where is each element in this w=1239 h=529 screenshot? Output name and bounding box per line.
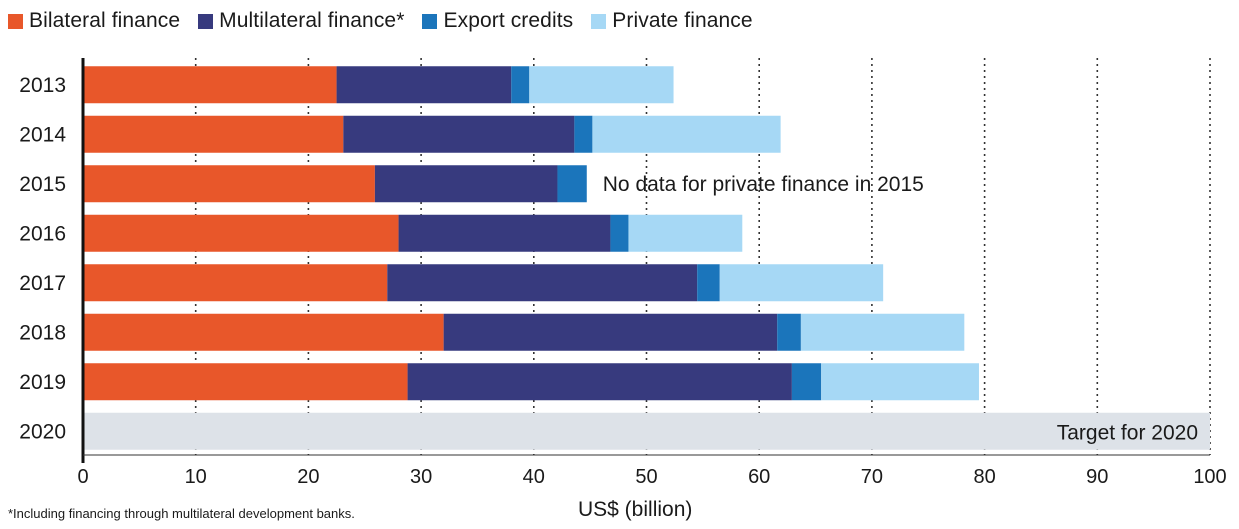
- target-bar-2020: [83, 412, 1210, 450]
- y-tick-label-2017: 2017: [19, 272, 66, 295]
- target-label: Target for 2020: [1057, 421, 1198, 444]
- x-tick-label-80: 80: [973, 466, 995, 488]
- y-tick-label-2019: 2019: [19, 371, 66, 394]
- legend-item-export-credits: Export credits: [422, 9, 573, 33]
- bar-2014-export-credits: [574, 115, 593, 153]
- axes: [81, 58, 1210, 463]
- legend: Bilateral finance Multilateral finance* Ex…: [8, 6, 771, 36]
- bar-2014-private-finance: [592, 115, 781, 153]
- y-tick-label-2016: 2016: [19, 222, 66, 245]
- bar-2014-multilateral-finance: [343, 115, 575, 153]
- bar-2015-bilateral-finance: [83, 165, 375, 203]
- bar-2018-multilateral-finance: [443, 313, 778, 351]
- bar-2016-bilateral-finance: [83, 214, 399, 252]
- bar-2017-export-credits: [697, 264, 720, 302]
- bar-2016-private-finance: [628, 214, 743, 252]
- footnote: *Including financing through multilatera…: [8, 506, 355, 521]
- y-tick-label-2020: 2020: [19, 420, 66, 443]
- legend-swatch: [591, 13, 607, 29]
- bar-2015-export-credits: [557, 165, 587, 203]
- x-tick-label-10: 10: [185, 466, 207, 488]
- legend-item-private-finance: Private finance: [591, 9, 753, 33]
- y-tick-label-2015: 2015: [19, 173, 66, 196]
- x-tick-label-20: 20: [297, 466, 319, 488]
- y-tick-label-2018: 2018: [19, 321, 66, 344]
- bar-2013-export-credits: [511, 66, 530, 104]
- x-axis-label: US$ (billion): [578, 498, 693, 521]
- bar-2019-bilateral-finance: [83, 363, 408, 401]
- legend-swatch: [198, 13, 214, 29]
- x-tick-label-100: 100: [1193, 466, 1226, 488]
- legend-swatch: [8, 13, 23, 29]
- bar-2018-private-finance: [800, 313, 965, 351]
- bar-2016-multilateral-finance: [398, 214, 611, 252]
- x-tick-label-30: 30: [410, 466, 432, 488]
- bar-2019-multilateral-finance: [407, 363, 792, 401]
- bar-2019-private-finance: [821, 363, 979, 401]
- legend-label: Bilateral finance: [29, 9, 181, 32]
- legend-item-multilateral-finance: Multilateral finance*: [198, 9, 404, 33]
- labels: 0 10 20 30 40 50 60 70 80 90 100 2013 2014 2015 2016 20…: [19, 74, 1226, 488]
- legend-label: Multilateral finance*: [219, 9, 405, 32]
- bar-2017-multilateral-finance: [387, 264, 698, 302]
- x-tick-label-40: 40: [523, 466, 545, 488]
- legend-label: Export credits: [443, 9, 574, 32]
- y-tick-label-2014: 2014: [19, 123, 66, 146]
- bar-2019-export-credits: [791, 363, 822, 401]
- bars: [83, 66, 979, 401]
- target-bar-group: [83, 412, 1210, 450]
- legend-item-bilateral-finance: Bilateral finance: [8, 9, 180, 33]
- bar-2013-multilateral-finance: [336, 66, 512, 104]
- legend-label: Private finance: [612, 9, 753, 32]
- bar-2017-private-finance: [719, 264, 884, 302]
- bar-2014-bilateral-finance: [83, 115, 344, 153]
- bar-2013-private-finance: [529, 66, 674, 104]
- y-tick-label-2013: 2013: [19, 74, 66, 97]
- bar-2018-export-credits: [777, 313, 801, 351]
- bar-2015-multilateral-finance: [374, 165, 558, 203]
- bar-2018-bilateral-finance: [83, 313, 444, 351]
- bar-2013-bilateral-finance: [83, 66, 337, 104]
- x-tick-label-60: 60: [748, 466, 770, 488]
- x-tick-label-70: 70: [861, 466, 883, 488]
- x-tick-label-90: 90: [1086, 466, 1108, 488]
- bar-2017-bilateral-finance: [83, 264, 388, 302]
- legend-swatch: [422, 13, 438, 29]
- bar-2016-export-credits: [610, 214, 629, 252]
- x-tick-label-50: 50: [635, 466, 657, 488]
- annotation-2015: No data for private finance in 2015: [603, 173, 924, 196]
- x-tick-label-0: 0: [77, 466, 88, 488]
